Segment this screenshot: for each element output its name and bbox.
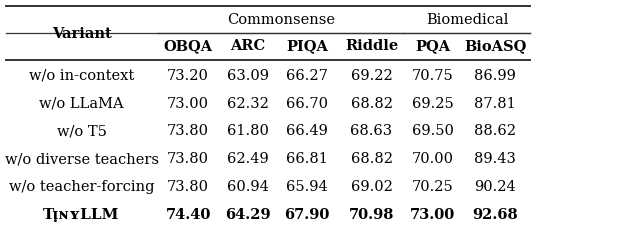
- Text: 74.40: 74.40: [166, 207, 211, 221]
- Text: 73.00: 73.00: [167, 96, 209, 110]
- Text: PIQA: PIQA: [286, 39, 328, 53]
- Text: PQA: PQA: [415, 39, 450, 53]
- Text: 88.62: 88.62: [474, 124, 516, 138]
- Text: 66.70: 66.70: [286, 96, 328, 110]
- Text: 67.90: 67.90: [285, 207, 330, 221]
- Text: 60.94: 60.94: [227, 179, 269, 193]
- Text: 65.94: 65.94: [286, 179, 328, 193]
- Text: OBQA: OBQA: [164, 39, 212, 53]
- Text: 61.80: 61.80: [227, 124, 269, 138]
- Text: 73.20: 73.20: [167, 68, 209, 82]
- Text: 70.00: 70.00: [412, 151, 454, 165]
- Text: 69.25: 69.25: [412, 96, 454, 110]
- Text: 73.00: 73.00: [410, 207, 455, 221]
- Text: 69.02: 69.02: [351, 179, 392, 193]
- Text: 66.27: 66.27: [286, 68, 328, 82]
- Text: 64.29: 64.29: [225, 207, 271, 221]
- Text: w/o LLaMA: w/o LLaMA: [39, 96, 124, 110]
- Text: w/o T5: w/o T5: [57, 124, 106, 138]
- Text: 70.75: 70.75: [412, 68, 454, 82]
- Text: 73.80: 73.80: [167, 124, 209, 138]
- Text: 89.43: 89.43: [474, 151, 516, 165]
- Text: Biomedical: Biomedical: [426, 13, 508, 27]
- Text: 69.50: 69.50: [412, 124, 454, 138]
- Text: 63.09: 63.09: [227, 68, 269, 82]
- Text: 86.99: 86.99: [474, 68, 516, 82]
- Text: w/o in-context: w/o in-context: [29, 68, 134, 82]
- Text: 68.82: 68.82: [351, 96, 392, 110]
- Text: Commonsense: Commonsense: [227, 13, 335, 27]
- Text: BioASQ: BioASQ: [464, 39, 527, 53]
- Text: Riddle: Riddle: [345, 39, 398, 53]
- Text: Variant: Variant: [52, 27, 111, 40]
- Text: 92.68: 92.68: [472, 207, 518, 221]
- Text: 87.81: 87.81: [474, 96, 516, 110]
- Text: 73.80: 73.80: [167, 179, 209, 193]
- Text: 62.49: 62.49: [227, 151, 269, 165]
- Text: TᴉɴʏLLM: TᴉɴʏLLM: [44, 207, 120, 221]
- Text: 62.32: 62.32: [227, 96, 269, 110]
- Text: 66.49: 66.49: [286, 124, 328, 138]
- Text: 68.82: 68.82: [351, 151, 392, 165]
- Text: 90.24: 90.24: [474, 179, 516, 193]
- Text: w/o teacher-forcing: w/o teacher-forcing: [9, 179, 154, 193]
- Text: 70.25: 70.25: [412, 179, 454, 193]
- Text: ARC: ARC: [230, 39, 265, 53]
- Text: 73.80: 73.80: [167, 151, 209, 165]
- Text: 68.63: 68.63: [351, 124, 392, 138]
- Text: 70.98: 70.98: [349, 207, 394, 221]
- Text: w/o diverse teachers: w/o diverse teachers: [4, 151, 159, 165]
- Text: 69.22: 69.22: [351, 68, 392, 82]
- Text: 66.81: 66.81: [286, 151, 328, 165]
